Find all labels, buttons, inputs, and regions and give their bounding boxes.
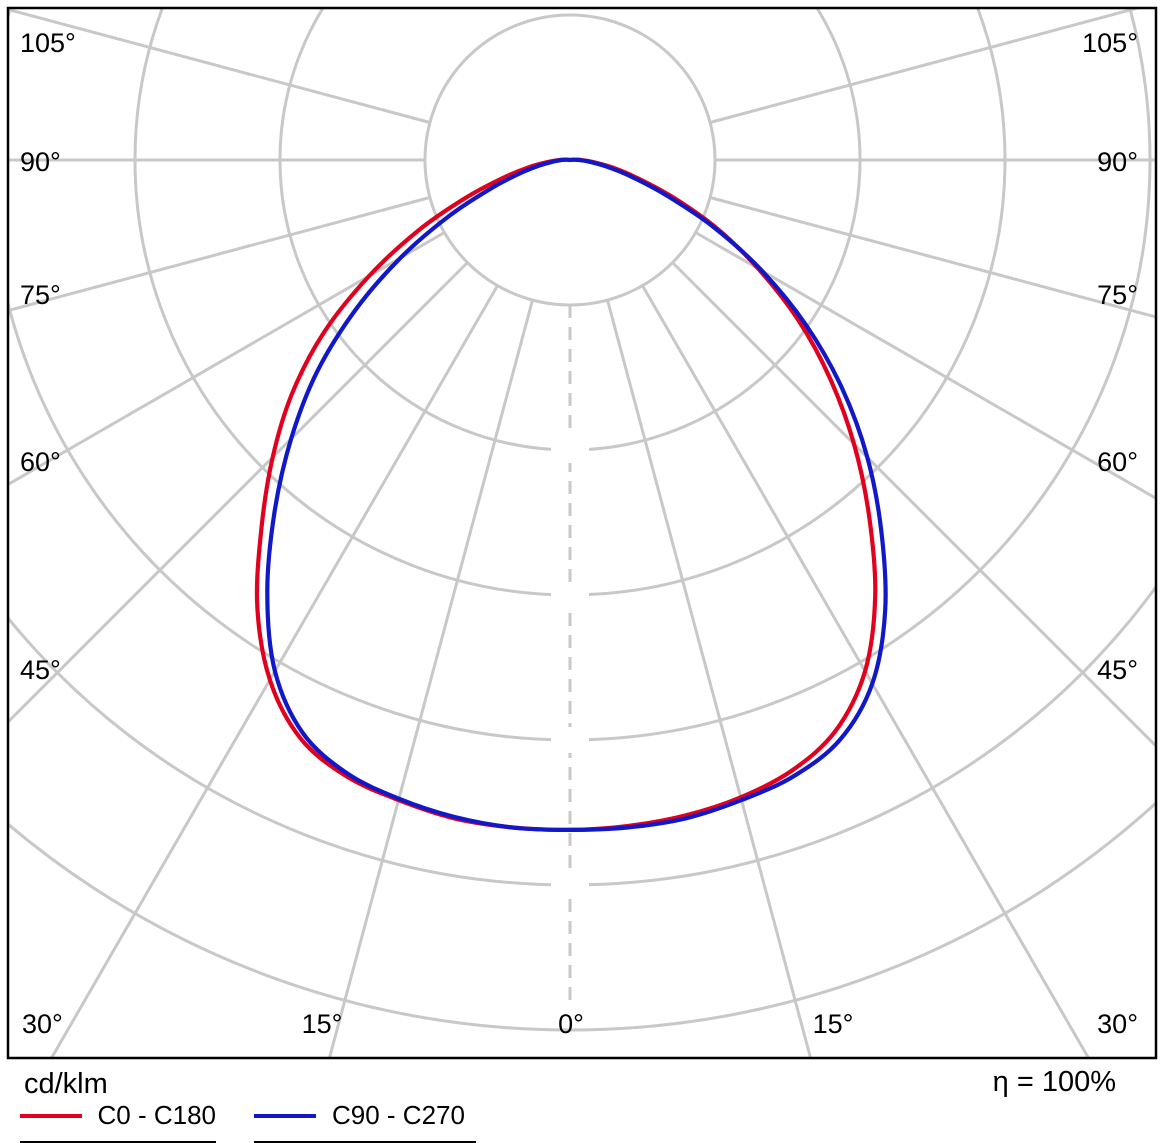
axis-label-gap (551, 437, 589, 463)
grid-ring (0, 0, 1150, 740)
grid-ray (0, 0, 430, 123)
c90-c270-line-swatch (254, 1114, 316, 1118)
legend-item-c0-c180: C0 - C180 (20, 1100, 216, 1143)
angle-label-bottom: 30° (22, 1009, 63, 1039)
angle-label-right: 105° (1082, 28, 1138, 58)
legend: cd/klm η = 100% C0 - C180 C90 - C270 (0, 1060, 1164, 1140)
c0-c180-line-swatch (20, 1114, 82, 1118)
grid-ray (696, 233, 1164, 861)
axis-label-gap (551, 727, 589, 753)
grid-ray (608, 300, 933, 1140)
angle-label-left: 105° (20, 28, 76, 58)
axis-label-gap (551, 582, 589, 608)
unit-label: cd/klm (24, 1068, 108, 1101)
grid-ray (0, 233, 444, 861)
chart-frame (8, 8, 1156, 1058)
angle-label-right: 60° (1097, 447, 1138, 477)
angle-label-bottom: 0° (558, 1009, 584, 1039)
grid-ray (673, 263, 1164, 1141)
angle-label-bottom: 30° (1097, 1009, 1138, 1039)
angle-label-right: 45° (1097, 655, 1138, 685)
angle-label-left: 75° (20, 280, 61, 310)
axis-label-gap (551, 872, 589, 898)
legend-label-c0-c180: C0 - C180 (98, 1100, 217, 1131)
legend-item-c90-c270: C90 - C270 (254, 1100, 476, 1143)
grid-ray (208, 300, 533, 1140)
angle-label-bottom: 15° (813, 1009, 854, 1039)
angle-label-left: 90° (20, 147, 61, 177)
efficiency-label: η = 100% (993, 1066, 1116, 1099)
grid-ray (710, 0, 1164, 123)
angle-label-bottom: 15° (302, 1009, 343, 1039)
angle-label-right: 90° (1097, 147, 1138, 177)
grid-ray (643, 286, 1164, 1140)
legend-label-c90-c270: C90 - C270 (332, 1100, 465, 1131)
legend-items: C0 - C180 C90 - C270 (20, 1100, 476, 1143)
angle-label-left: 45° (20, 655, 61, 685)
angle-label-left: 60° (20, 447, 61, 477)
grid-ray (0, 198, 430, 523)
angle-label-right: 75° (1097, 280, 1138, 310)
